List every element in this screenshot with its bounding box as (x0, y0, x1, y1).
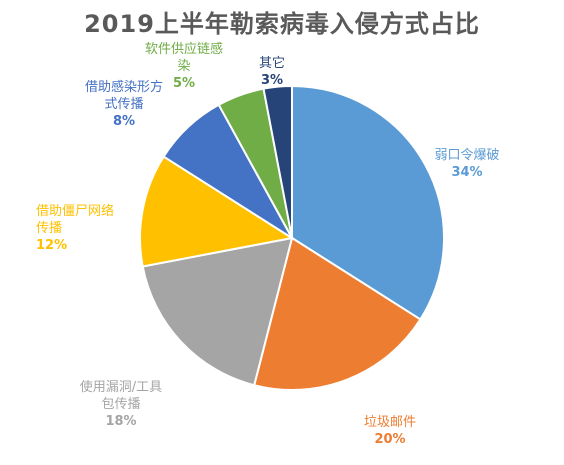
pie-slice-vulnerability (141, 236, 294, 387)
pie-chart-svg (138, 84, 445, 391)
slice-label-supply-chain: 软件供应链感 染 5% (132, 24, 236, 109)
slice-value-label: 3% (260, 73, 284, 88)
slice-label-botnet: 借助僵尸网络 传播 12% (36, 186, 134, 271)
slice-label-text: 其它 (258, 56, 285, 71)
slice-label-text: 借助感染形方 式传播 (84, 80, 163, 112)
slice-label-infection-method: 借助感染形方 式传播 8% (72, 62, 176, 147)
pie-slice-other (262, 84, 293, 239)
pie-chart: 2019上半年勒索病毒入侵方式占比 弱口令爆破 34% 垃圾邮件 20% 使用漏… (36, 10, 512, 447)
slice-label-text: 使用漏洞/工具 包传播 (79, 380, 163, 412)
slice-label-weak-password: 弱口令爆破 34% (422, 130, 512, 198)
slice-value-label: 5% (172, 76, 196, 91)
slice-value-label: 12% (36, 238, 68, 253)
slice-label-text: 借助僵尸网络 传播 (36, 204, 115, 236)
slice-value-label: 34% (451, 165, 483, 180)
slice-value-label: 8% (112, 114, 136, 129)
slice-label-spam-email: 垃圾邮件 20% (350, 397, 430, 465)
slice-label-text: 垃圾邮件 (363, 415, 416, 430)
slice-label-text: 弱口令爆破 (434, 148, 500, 163)
pie-slice-spam-email (252, 236, 422, 391)
chart-title: 2019上半年勒索病毒入侵方式占比 (84, 10, 480, 38)
pie-slice-botnet (138, 155, 295, 268)
slice-value-label: 20% (374, 432, 406, 447)
slice-value-label: 18% (105, 414, 137, 429)
slice-label-vulnerability: 使用漏洞/工具 包传播 18% (58, 362, 184, 447)
slice-label-text: 软件供应链感 染 (144, 42, 223, 74)
slice-label-other: 其它 3% (246, 38, 298, 106)
